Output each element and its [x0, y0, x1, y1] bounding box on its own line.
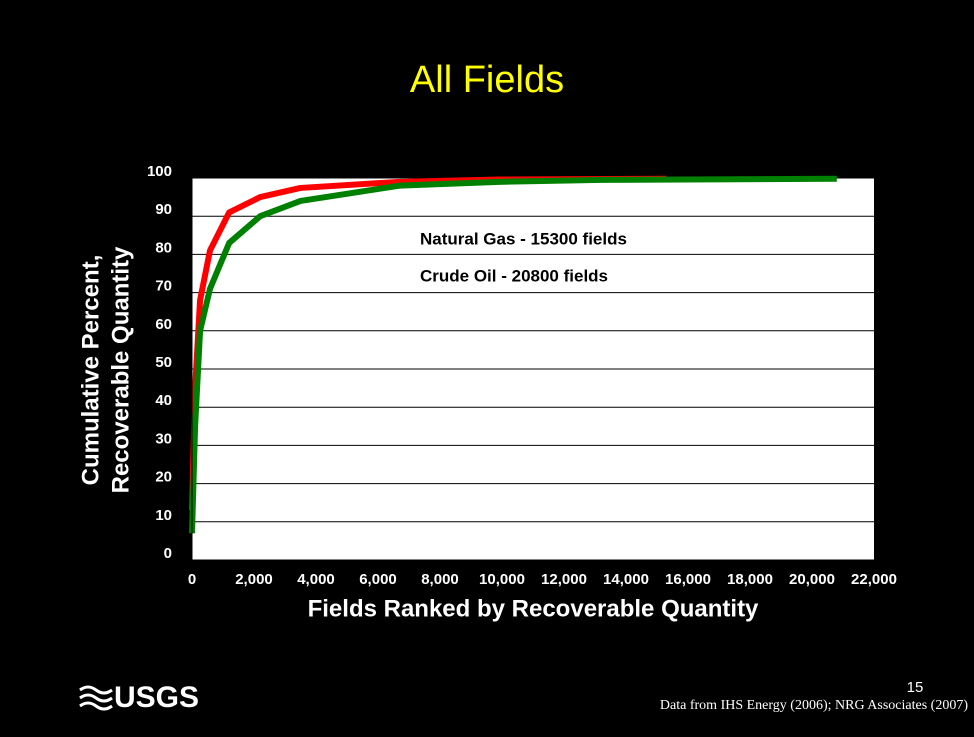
chart-title: All Fields — [410, 59, 564, 101]
x-tick-label: 0 — [188, 571, 196, 588]
x-tick-label: 16,000 — [665, 571, 711, 588]
annotation: Crude Oil - 20800 fields — [420, 266, 608, 285]
y-tick-label: 90 — [155, 201, 172, 218]
x-tick-label: 8,000 — [421, 571, 459, 588]
y-tick-label: 0 — [164, 545, 172, 562]
x-tick-label: 10,000 — [479, 571, 525, 588]
x-tick-label: 4,000 — [297, 571, 335, 588]
y-tick-label: 50 — [155, 354, 172, 371]
logo-waves — [79, 685, 113, 711]
source-note: Data from IHS Energy (2006); NRG Associa… — [660, 698, 968, 713]
x-tick-label: 18,000 — [727, 571, 773, 588]
x-tick-label: 22,000 — [851, 571, 897, 588]
y-tick-label: 20 — [155, 469, 172, 486]
x-axis-label: Fields Ranked by Recoverable Quantity — [308, 595, 759, 622]
y-axis-label: Cumulative Percent, Recoverable Quantity — [77, 246, 134, 493]
y-tick-label: 30 — [155, 430, 172, 447]
x-tick-label: 20,000 — [789, 571, 835, 588]
y-axis-label-line: Recoverable Quantity — [107, 246, 134, 493]
series-line — [189, 175, 837, 534]
usgs-logo: USGS — [79, 681, 199, 714]
x-tick-label: 6,000 — [359, 571, 397, 588]
y-tick-label: 100 — [147, 163, 172, 180]
y-axis-label-line: Cumulative Percent, — [77, 255, 104, 486]
annotation: Natural Gas - 15300 fields — [420, 229, 627, 248]
y-tick-label: 10 — [155, 507, 172, 524]
y-tick-label: 40 — [155, 392, 172, 409]
logo-text: USGS — [114, 681, 199, 714]
x-tick-label: 2,000 — [235, 571, 273, 588]
x-tick-label: 12,000 — [541, 571, 587, 588]
y-tick-label: 70 — [155, 278, 172, 295]
y-tick-label: 80 — [155, 239, 172, 256]
y-tick-label: 60 — [155, 316, 172, 333]
x-tick-label: 14,000 — [603, 571, 649, 588]
page-number: 15 — [907, 679, 924, 696]
